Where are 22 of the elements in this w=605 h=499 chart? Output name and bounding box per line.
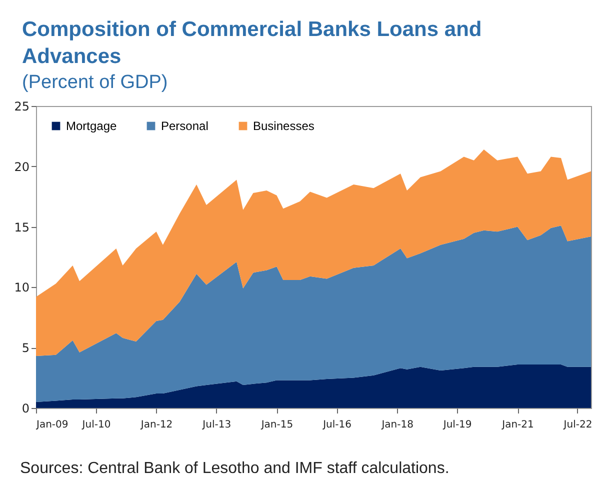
x-tick-label: Jan-15 <box>260 420 294 430</box>
chart-title: Composition of Commercial Banks Loans and Advances <box>22 17 483 70</box>
x-tick-label: Jul-22 <box>562 420 592 430</box>
legend-label: Personal <box>161 119 208 133</box>
x-tick-label: Jul-16 <box>322 420 352 430</box>
x-tick-label: Jul-13 <box>202 420 232 430</box>
y-tick-label: 0 <box>22 402 30 416</box>
x-tick-label: Jan-18 <box>380 420 414 430</box>
y-tick-label: 15 <box>14 220 30 234</box>
chart-subtitle: (Percent of GDP) <box>22 72 169 94</box>
source-note: Sources: Central Bank of Lesotho and IMF staff calculations. <box>20 460 450 478</box>
x-tick-label: Jul-10 <box>81 420 111 430</box>
y-tick-label: 20 <box>14 160 30 174</box>
legend-label: Mortgage <box>66 119 118 133</box>
x-tick-label: Jan-09 <box>36 420 68 430</box>
legend-label: Businesses <box>253 119 314 133</box>
x-tick-label: Jan-12 <box>140 420 173 430</box>
y-tick-label: 5 <box>22 341 30 356</box>
x-tick-label: Jul-19 <box>442 420 472 430</box>
x-tick-label: Jan-21 <box>501 420 534 430</box>
y-tick-label: 25 <box>14 100 30 114</box>
y-tick-label: 10 <box>14 280 30 295</box>
